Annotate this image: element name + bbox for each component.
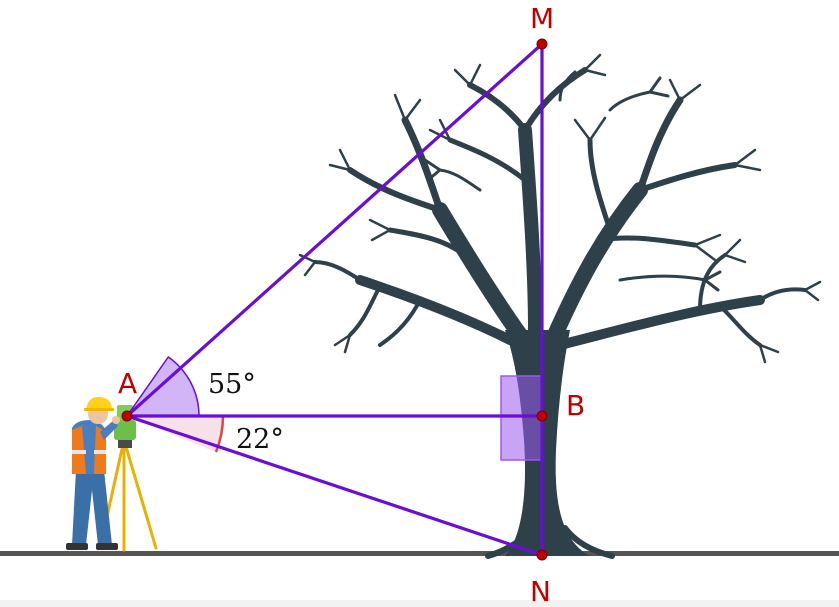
geometry-lines: [125, 42, 544, 557]
line-am: [125, 42, 544, 418]
points: [121, 38, 548, 561]
point-a: [121, 410, 133, 422]
line-an: [125, 414, 544, 557]
point-b: [536, 410, 548, 422]
label-m: M: [530, 2, 554, 35]
point-m: [536, 38, 548, 50]
right-angle-marker: [500, 375, 543, 461]
angle-lower-label: 22°: [236, 424, 284, 455]
footer-strip: [0, 600, 839, 607]
point-n: [536, 549, 548, 561]
ground-line: [0, 551, 839, 556]
label-b: B: [566, 389, 585, 422]
surveyor-person: [66, 396, 120, 550]
label-n: N: [530, 575, 551, 607]
surveyor-icon: [66, 396, 158, 552]
angle-upper-label: 55°: [208, 369, 256, 400]
label-a: A: [118, 367, 137, 400]
tree-icon: [298, 53, 822, 559]
